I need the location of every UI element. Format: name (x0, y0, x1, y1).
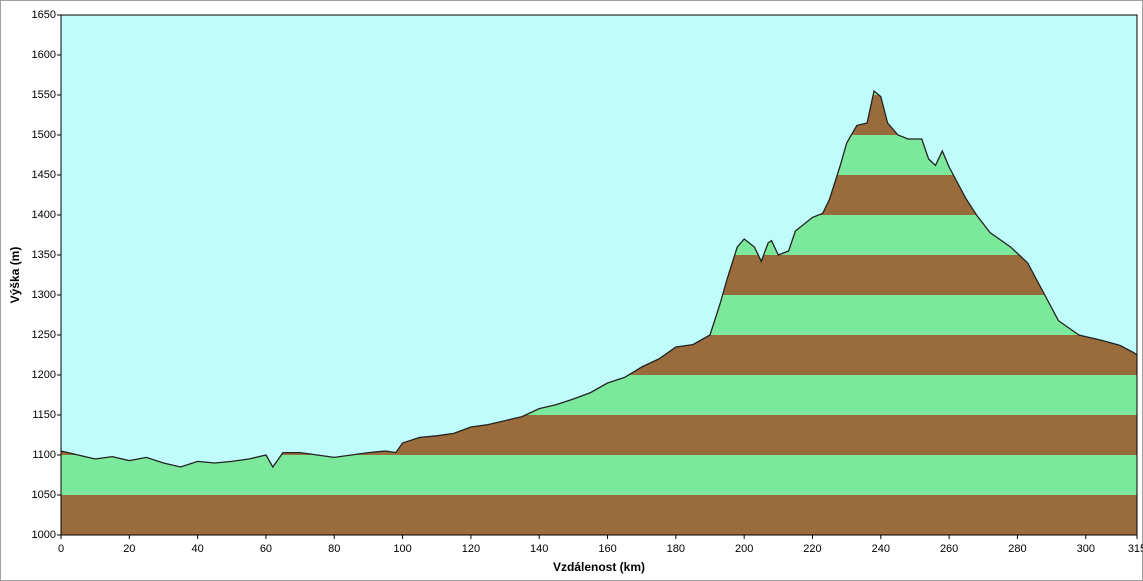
y-tick-label: 1000 (32, 529, 56, 541)
x-tick-label: 0 (58, 543, 64, 555)
x-tick-label: 60 (260, 543, 272, 555)
x-tick-label: 220 (803, 543, 821, 555)
x-tick-label: 20 (123, 543, 135, 555)
y-axis-title: Výška (m) (8, 247, 22, 304)
y-tick-label: 1450 (32, 169, 56, 181)
elevation-band (61, 495, 1137, 535)
y-tick-label: 1150 (32, 409, 56, 421)
y-tick-label: 1600 (32, 49, 56, 61)
x-tick-label: 160 (598, 543, 616, 555)
y-tick-label: 1050 (32, 489, 56, 501)
y-tick-label: 1400 (32, 209, 56, 221)
y-tick-label: 1350 (32, 249, 56, 261)
y-tick-label: 1100 (32, 449, 56, 461)
y-tick-label: 1550 (32, 89, 56, 101)
x-tick-label: 280 (1008, 543, 1026, 555)
x-tick-label: 315 (1128, 543, 1143, 555)
y-tick-label: 1200 (32, 369, 56, 381)
plot-border (60, 14, 1138, 536)
x-tick-label: 140 (530, 543, 548, 555)
x-tick-label: 120 (462, 543, 480, 555)
y-tick-label: 1500 (32, 129, 56, 141)
x-tick-label: 180 (667, 543, 685, 555)
x-tick-label: 240 (872, 543, 890, 555)
y-tick-label: 1300 (32, 289, 56, 301)
x-axis-title: Vzdálenost (km) (553, 560, 645, 574)
y-tick-label: 1650 (32, 9, 56, 21)
x-tick-label: 300 (1077, 543, 1095, 555)
elevation-band (61, 455, 1137, 495)
y-tick-label: 1250 (32, 329, 56, 341)
elevation-line (60, 89, 1138, 469)
x-tick-label: 260 (940, 543, 958, 555)
x-tick-label: 100 (393, 543, 411, 555)
x-tick-label: 40 (192, 543, 204, 555)
x-tick-label: 200 (735, 543, 753, 555)
x-tick-label: 80 (328, 543, 340, 555)
